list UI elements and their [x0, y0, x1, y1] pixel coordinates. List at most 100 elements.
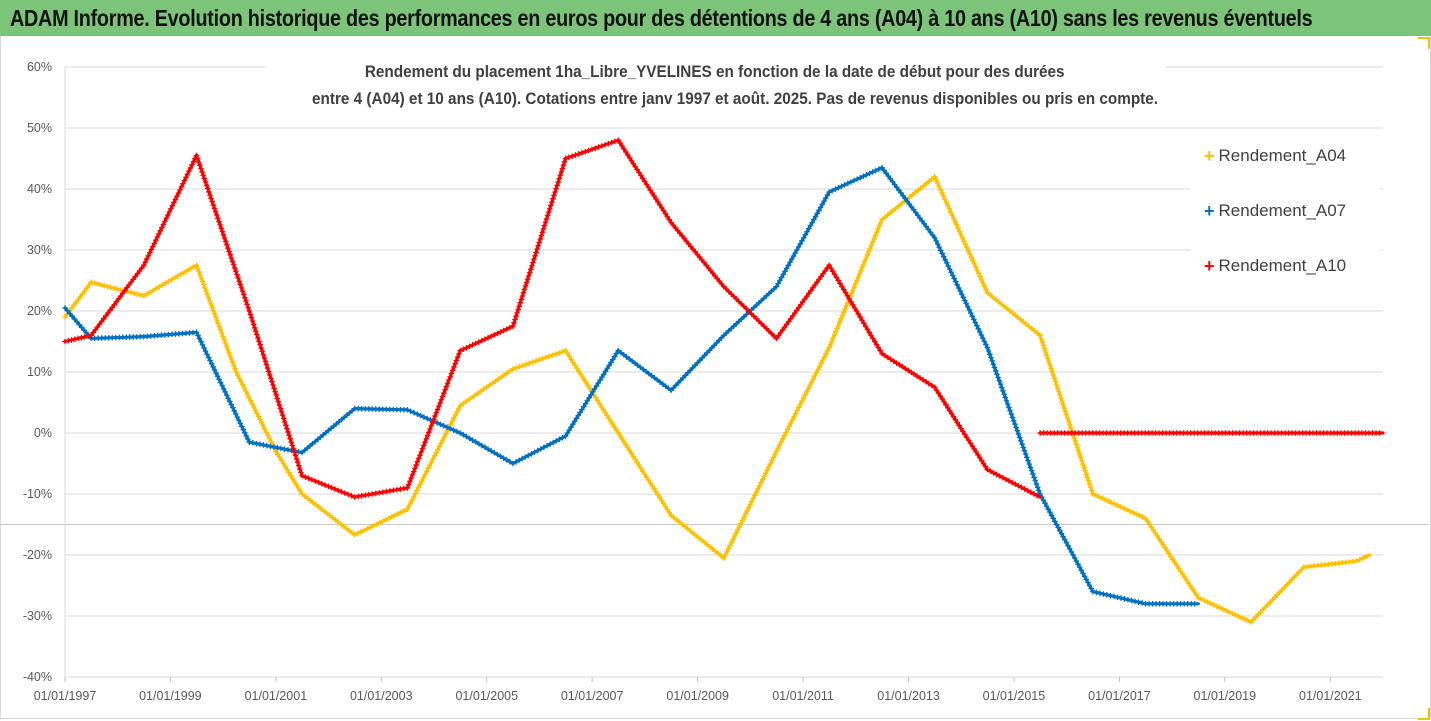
data-point: [292, 452, 299, 459]
data-point: [941, 399, 947, 405]
data-point: [98, 282, 104, 288]
chart-title-line1: Rendement du placement 1ha_Libre_YVELINE…: [365, 62, 1065, 81]
data-point: [870, 335, 876, 342]
data-point: [1093, 589, 1100, 596]
data-point: [1223, 607, 1229, 614]
data-point: [974, 267, 980, 273]
data-point: [524, 276, 531, 283]
data-point: [526, 269, 533, 276]
data-point: [165, 278, 172, 285]
data-point: [361, 527, 367, 534]
data-point: [529, 263, 535, 269]
data-point: [946, 407, 953, 414]
data-point: [914, 373, 920, 379]
data-point: [855, 311, 862, 317]
data-point: [497, 329, 504, 335]
data-point: [931, 235, 938, 241]
data-point: [556, 350, 562, 356]
data-point: [768, 330, 775, 337]
data-point: [781, 324, 788, 330]
data-point: [871, 338, 878, 345]
data-point: [1033, 481, 1040, 487]
data-point: [216, 218, 222, 225]
data-point: [876, 166, 882, 172]
data-point: [577, 371, 584, 377]
data-point: [789, 417, 796, 423]
data-point: [1075, 561, 1081, 567]
data-point: [598, 403, 605, 410]
data-point: [454, 354, 461, 360]
data-point: [856, 271, 863, 277]
data-point: [476, 440, 482, 447]
data-point: [862, 258, 868, 264]
data-point: [1049, 368, 1055, 375]
data-point: [244, 301, 250, 308]
data-point: [720, 283, 727, 290]
data-point: [953, 222, 960, 228]
series-segment: [142, 263, 199, 298]
data-point: [541, 444, 547, 451]
data-point: [853, 308, 860, 314]
data-point: [288, 439, 295, 445]
data-point: [234, 414, 241, 420]
data-point: [199, 169, 205, 175]
data-point: [997, 381, 1004, 387]
data-point: [1057, 392, 1063, 398]
data-point: [497, 453, 504, 460]
data-point: [925, 226, 932, 233]
data-point: [157, 227, 164, 234]
data-point: [569, 153, 575, 160]
data-point: [839, 312, 846, 319]
data-point: [521, 286, 528, 293]
data-point: [65, 337, 72, 344]
data-point: [579, 149, 585, 156]
data-point: [446, 377, 452, 383]
data-point: [1105, 498, 1112, 504]
data-point: [529, 359, 536, 365]
data-point: [971, 316, 977, 323]
data-point: [1075, 448, 1082, 454]
data-point: [186, 168, 192, 174]
data-point: [634, 166, 640, 173]
data-point: [851, 305, 858, 311]
chart-title: Rendement du placement 1ha_Libre_YVELINE…: [265, 58, 1165, 112]
data-point: [619, 436, 625, 442]
data-point: [612, 138, 618, 145]
data-point: [436, 403, 442, 410]
data-point: [428, 423, 435, 429]
data-point: [807, 382, 813, 389]
data-point: [981, 338, 988, 345]
data-point: [351, 494, 358, 500]
data-point: [1050, 515, 1057, 522]
data-point: [234, 372, 241, 378]
x-tick-label: 01/01/2001: [245, 689, 308, 703]
data-point: [572, 152, 579, 158]
data-point: [818, 360, 824, 367]
data-point: [1062, 536, 1068, 543]
data-point: [214, 317, 220, 324]
data-point: [882, 352, 888, 359]
data-point: [220, 386, 227, 392]
data-point: [1057, 527, 1063, 534]
data-point: [150, 243, 156, 250]
data-point: [405, 481, 412, 488]
data-point: [218, 330, 225, 336]
data-point: [204, 185, 211, 192]
data-point: [920, 376, 926, 383]
data-point: [544, 442, 550, 449]
data-point: [131, 290, 137, 297]
data-point: [846, 296, 852, 302]
data-point: [1002, 394, 1009, 401]
data-point: [780, 271, 787, 278]
x-tick-label: 01/01/2015: [983, 689, 1046, 703]
data-point: [835, 184, 842, 191]
data-point: [130, 276, 137, 283]
data-point: [233, 369, 239, 375]
data-point: [550, 195, 556, 202]
data-point: [1015, 482, 1022, 489]
data-point: [777, 330, 784, 336]
data-point: [962, 241, 969, 248]
data-point: [450, 427, 457, 433]
data-point: [181, 269, 187, 276]
data-point: [264, 442, 270, 449]
